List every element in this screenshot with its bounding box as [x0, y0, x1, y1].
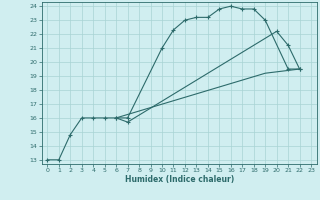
X-axis label: Humidex (Indice chaleur): Humidex (Indice chaleur) — [124, 175, 234, 184]
